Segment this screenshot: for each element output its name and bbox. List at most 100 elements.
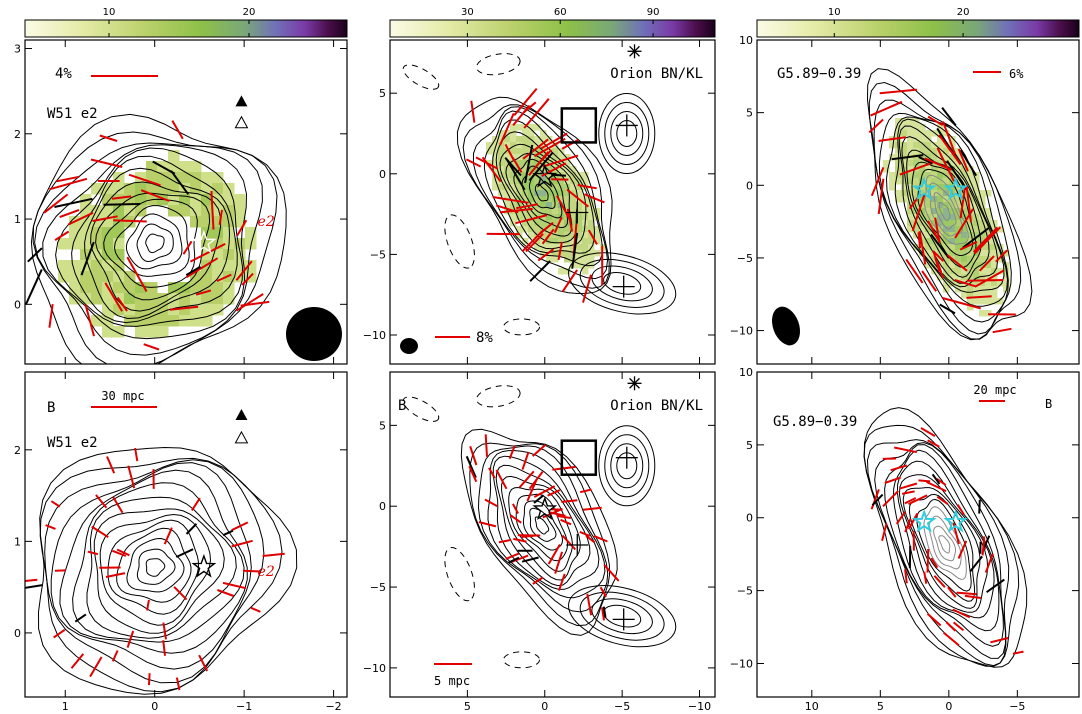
polarization-vector-red (974, 269, 1005, 288)
intensity-pixel (979, 256, 986, 263)
colorbar-gradient (389, 19, 716, 38)
intensity-pixel (498, 136, 505, 143)
intensity-pixel (979, 196, 986, 203)
intensity-pixel (124, 293, 136, 305)
negative-contour (476, 53, 521, 76)
magnetic-vector-black (54, 197, 93, 208)
intensity-pixel (179, 172, 191, 184)
polarization-vector-red (566, 188, 590, 208)
intensity-pixel (1003, 274, 1010, 281)
polarization-vector-red (116, 296, 128, 312)
polarization-vector-red (521, 230, 544, 253)
intensity-pixel (570, 208, 577, 215)
intensity-pixel (546, 172, 553, 179)
y-tick-label: −10 (730, 657, 753, 670)
polarization-vector-red (116, 548, 130, 557)
intensity-pixel (80, 282, 92, 294)
intensity-pixel (913, 160, 920, 167)
intensity-pixel (594, 226, 601, 233)
intensity-pixel (124, 183, 136, 195)
intensity-pixel (913, 154, 920, 161)
polarization-vector-red (603, 564, 620, 582)
y-tick-label: 10 (739, 34, 753, 47)
intensity-pixel (937, 142, 944, 149)
polarization-vector-red (516, 203, 539, 210)
intensity-pixel (558, 160, 565, 167)
intensity-pixel (991, 280, 998, 287)
intensity-pixel (504, 184, 511, 191)
contour-line (515, 493, 569, 562)
polarization-vector-red (495, 469, 508, 490)
intensity-pixel (985, 244, 992, 251)
polarization-vector-red (146, 599, 150, 611)
intensity-pixel (895, 172, 902, 179)
intensity-pixel (937, 160, 944, 167)
intensity-pixel (516, 148, 523, 155)
intensity-pixel (979, 244, 986, 251)
intensity-pixel (558, 154, 565, 161)
intensity-pixel (522, 184, 529, 191)
intensity-pixel (558, 178, 565, 185)
intensity-contours (866, 68, 1033, 341)
polarization-vector-red (918, 230, 927, 265)
panel-frame (756, 39, 1080, 365)
polarization-vector-red (553, 216, 563, 234)
intensity-pixel (168, 183, 180, 195)
intensity-pixel (558, 268, 565, 275)
colorbar-tick-label: 10 (103, 7, 116, 18)
polarization-vector-red (558, 573, 566, 591)
star-marker (191, 229, 217, 254)
intensity-pixel (157, 304, 169, 316)
magnetic-vector-black (185, 265, 202, 276)
intensity-pixel (69, 260, 81, 272)
polarization-vector-red (927, 115, 944, 127)
intensity-pixel (973, 286, 980, 293)
contour-line (86, 496, 237, 639)
contour-line (603, 604, 642, 628)
magnetic-vector-black (465, 455, 477, 478)
intensity-pixel (146, 315, 158, 327)
intensity-pixel (546, 208, 553, 215)
contour-line (591, 598, 653, 635)
intensity-pixel (516, 214, 523, 221)
polarization-vector-red (521, 451, 530, 470)
polarization-vector-red (488, 467, 496, 479)
intensity-pixel (522, 202, 529, 209)
intensity-pixel (967, 298, 974, 305)
y-tick-label: −5 (737, 252, 753, 265)
intensity-pixel (979, 238, 986, 245)
intensity-pixel (102, 194, 114, 206)
intensity-pixel (943, 178, 950, 185)
intensity-pixel (534, 136, 541, 143)
contour-line (610, 110, 644, 156)
polarization-vector-red (505, 552, 520, 560)
intensity-pixel (997, 298, 1004, 305)
intensity-pixel (979, 298, 986, 305)
intensity-pixel (522, 172, 529, 179)
intensity-pixel (564, 184, 571, 191)
intensity-pixel (949, 208, 956, 215)
intensity-pixel (949, 196, 956, 203)
contour-line (462, 104, 610, 289)
intensity-pixel (901, 184, 908, 191)
intensity-pixel (576, 184, 583, 191)
contour-line (477, 445, 609, 613)
polarization-vector-red (904, 518, 912, 533)
polarization-vector-red (169, 305, 199, 311)
intensity-pixel (913, 124, 920, 131)
intensity-pixel (498, 148, 505, 155)
intensity-pixel (492, 178, 499, 185)
intensity-pixel (190, 293, 202, 305)
magnetic-vector-black (528, 152, 554, 182)
polarization-vector-red (890, 464, 908, 472)
polarization-vector-red (43, 193, 69, 214)
intensity-pixel (913, 172, 920, 179)
polarization-vector-red (957, 148, 969, 172)
intensity-pixel (925, 136, 932, 143)
intensity-pixel (588, 238, 595, 245)
intensity-pixel (991, 262, 998, 269)
polarization-vector-red (959, 188, 966, 219)
polarization-vector-red (911, 194, 926, 232)
intensity-pixel (570, 226, 577, 233)
intensity-pixel (925, 178, 932, 185)
